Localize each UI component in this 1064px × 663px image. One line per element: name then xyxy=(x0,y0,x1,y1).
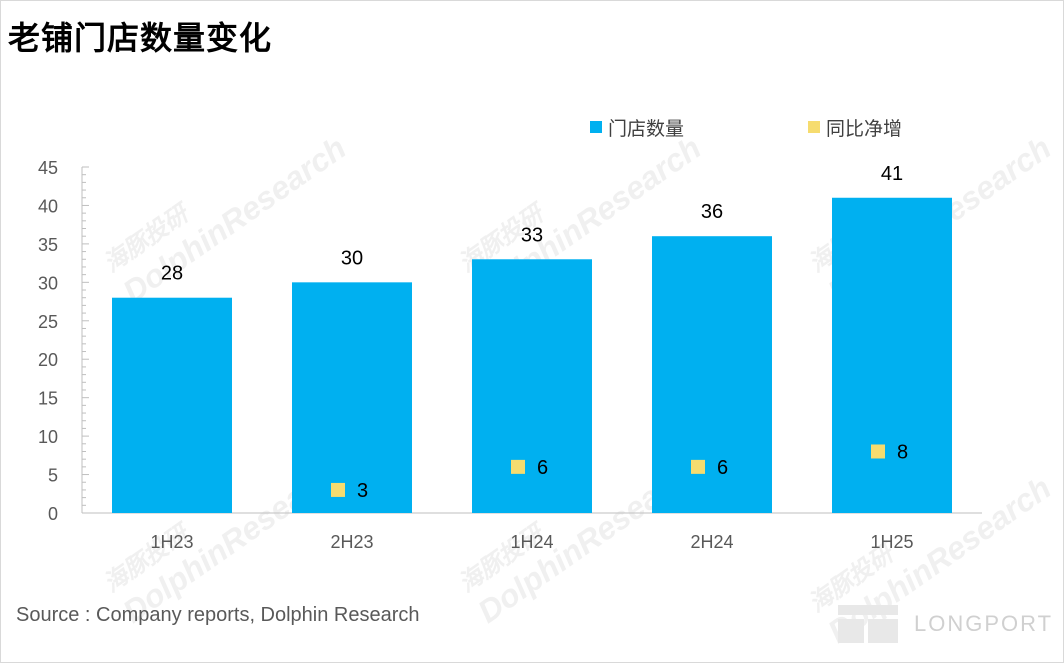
bar-value-label: 33 xyxy=(521,224,543,246)
bar-value-label: 28 xyxy=(161,263,183,285)
x-tick-label: 1H23 xyxy=(150,532,193,552)
chart-legend: 门店数量 同比净增 xyxy=(0,112,1064,142)
source-note: Source : Company reports, Dolphin Resear… xyxy=(16,604,420,626)
y-tick-label: 45 xyxy=(38,158,58,178)
legend-label-store-count: 门店数量 xyxy=(608,117,685,140)
y-tick-label: 30 xyxy=(38,273,58,293)
y-tick-label: 40 xyxy=(38,196,58,216)
legend-swatch-net-increase xyxy=(808,121,820,133)
legend-swatch-store-count xyxy=(590,121,602,133)
bar-value-label: 41 xyxy=(881,163,903,185)
y-tick-label: 15 xyxy=(38,389,58,409)
y-tick-label: 0 xyxy=(48,504,58,524)
y-tick-label: 25 xyxy=(38,312,58,332)
net-increase-marker xyxy=(511,459,525,474)
net-increase-label: 8 xyxy=(897,441,908,463)
y-tick-label: 10 xyxy=(38,427,58,447)
x-tick-label: 1H25 xyxy=(870,532,913,552)
bar xyxy=(472,259,592,513)
legend-item-store-count: 门店数量 xyxy=(590,112,684,142)
bar-value-label: 30 xyxy=(341,247,363,269)
net-increase-label: 6 xyxy=(537,457,548,479)
bar xyxy=(112,297,232,513)
y-tick-label: 20 xyxy=(38,350,58,370)
bar-value-label: 36 xyxy=(701,201,723,223)
y-tick-label: 35 xyxy=(38,235,58,255)
x-tick-label: 2H24 xyxy=(690,532,733,552)
bar xyxy=(652,236,772,513)
longport-logo-icon xyxy=(838,605,898,643)
longport-logo-text: LONGPORT xyxy=(914,611,1054,636)
x-tick-label: 2H23 xyxy=(330,532,373,552)
longport-logo: LONGPORT xyxy=(838,605,1053,643)
net-increase-label: 3 xyxy=(357,480,368,502)
net-increase-label: 6 xyxy=(717,457,728,479)
bar xyxy=(292,282,412,513)
legend-item-net-increase: 同比净增 xyxy=(808,112,902,142)
legend-label-net-increase: 同比净增 xyxy=(826,117,903,140)
net-increase-marker xyxy=(871,444,885,459)
net-increase-marker xyxy=(331,482,345,497)
chart-title: 老铺门店数量变化 xyxy=(8,19,273,57)
bar xyxy=(832,197,952,513)
net-increase-marker xyxy=(691,459,705,474)
x-tick-label: 1H24 xyxy=(510,532,553,552)
y-tick-label: 5 xyxy=(48,466,58,486)
